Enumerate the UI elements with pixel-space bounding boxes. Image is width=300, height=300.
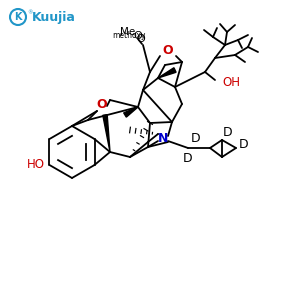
Polygon shape	[158, 68, 176, 78]
Text: Me: Me	[120, 27, 136, 37]
Text: O: O	[163, 44, 173, 56]
Text: HO: HO	[26, 158, 44, 172]
Text: Kuujia: Kuujia	[32, 11, 76, 23]
Text: D: D	[223, 125, 233, 139]
Text: OH: OH	[222, 76, 240, 88]
Polygon shape	[124, 107, 138, 117]
Text: D: D	[239, 139, 249, 152]
Text: methoxy: methoxy	[112, 31, 146, 40]
Text: O: O	[134, 31, 142, 41]
Text: D: D	[191, 131, 201, 145]
Text: O: O	[136, 34, 146, 44]
Text: N: N	[158, 131, 168, 145]
Text: K: K	[14, 12, 22, 22]
Text: O: O	[97, 98, 107, 110]
Polygon shape	[103, 115, 110, 152]
Text: D: D	[183, 152, 193, 164]
Text: ®: ®	[27, 11, 32, 16]
